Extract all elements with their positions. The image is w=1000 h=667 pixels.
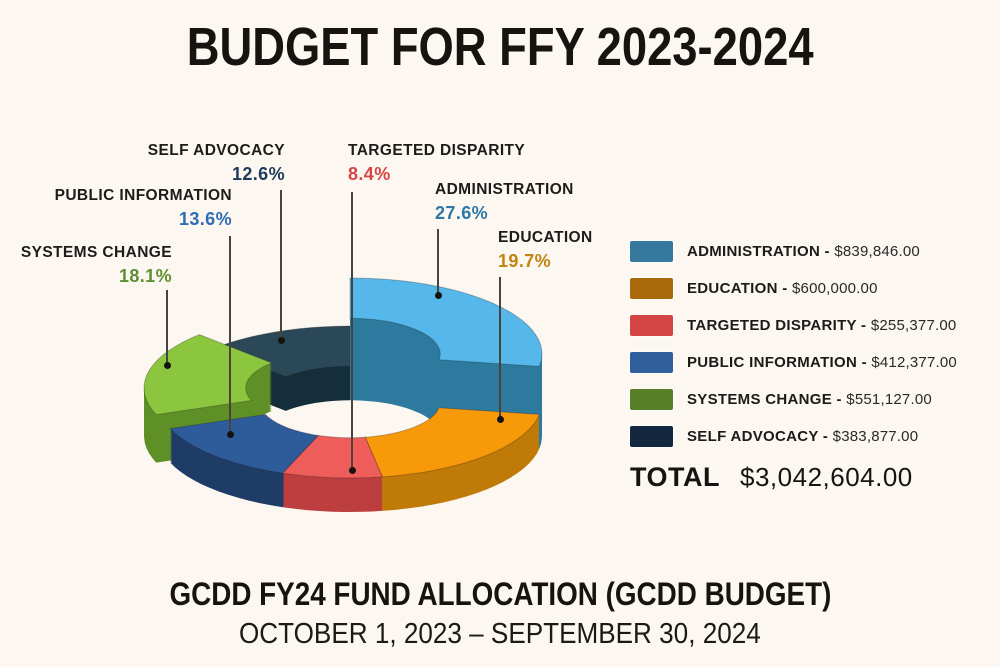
leader-line-administration [434,229,442,299]
page-title: BUDGET FOR FFY 2023-2024 [186,17,814,77]
slice-callout-name: TARGETED DISPARITY [348,142,526,159]
legend-item-amount: $255,377.00 [870,316,957,334]
legend-item-name: ADMINISTRATION [687,242,821,260]
slice-callout-education: EDUCATION 19.7% [498,229,593,272]
leader-line-systems-change [163,290,171,369]
slice-callout-percent: 18.1% [118,266,172,286]
legend-total: TOTAL $3,042,604.00 [630,462,957,493]
legend-item-self-advocacy: SELF ADVOCACY - $383,877.00 [630,425,957,447]
title-row: BUDGET FOR FFY 2023-2024 [0,16,1000,78]
legend-separator: - [818,427,833,445]
donut-slice-systems-change [143,334,274,416]
legend-item-name: PUBLIC INFORMATION [687,353,858,371]
donut-slice-public-information [169,413,320,474]
legend-separator: - [777,279,792,297]
legend-separator: - [820,242,835,260]
legend-item-name: SELF ADVOCACY [687,427,819,445]
legend-swatch-targeted-disparity [630,314,673,336]
leader-line-public-information [226,236,234,438]
legend-item-education: EDUCATION - $600,000.00 [630,277,957,299]
slice-callout-name: SYSTEMS CHANGE [20,244,172,261]
footer-subtitle: OCTOBER 1, 2023 – SEPTEMBER 30, 2024 [239,618,761,650]
donut-chart [143,277,543,512]
legend-swatch-self-advocacy [630,425,673,447]
slice-callout-name: EDUCATION [498,229,593,246]
legend-total-amount: $3,042,604.00 [740,462,913,492]
legend-item-systems-change: SYSTEMS CHANGE - $551,127.00 [630,388,957,410]
slice-callout-percent: 8.4% [348,164,391,184]
legend-item-public-information: PUBLIC INFORMATION - $412,377.00 [630,351,957,373]
legend-swatch-public-information [630,351,673,373]
legend: ADMINISTRATION - $839,846.00 EDUCATION -… [630,240,957,493]
slice-callout-systems-change: SYSTEMS CHANGE 18.1% [21,244,172,287]
leader-line-targeted-disparity [348,192,356,474]
legend-item-amount: $412,377.00 [871,353,957,371]
legend-item-amount: $600,000.00 [792,279,878,297]
legend-separator: - [856,316,871,334]
legend-item-name: TARGETED DISPARITY [687,316,857,334]
slice-callout-administration: ADMINISTRATION 27.6% [435,181,574,224]
slice-callout-self-advocacy: SELF ADVOCACY 12.6% [148,142,285,185]
legend-separator: - [832,390,847,408]
legend-item-name: SYSTEMS CHANGE [687,390,833,408]
legend-swatch-systems-change [630,388,673,410]
legend-item-amount: $839,846.00 [834,242,920,260]
slice-callout-percent: 19.7% [498,251,552,271]
footer-title: GCDD FY24 FUND ALLOCATION (GCDD BUDGET) [169,576,831,612]
legend-item-name: EDUCATION [687,279,778,297]
legend-swatch-education [630,277,673,299]
slice-callout-targeted-disparity: TARGETED DISPARITY 8.4% [348,142,525,185]
slice-callout-percent: 27.6% [435,203,489,223]
donut-slice-targeted-disparity [281,434,384,479]
slice-callout-percent: 12.6% [231,164,285,184]
leader-line-education [496,277,504,423]
legend-swatch-administration [630,240,673,262]
legend-total-label: TOTAL [630,462,720,492]
leader-line-self-advocacy [277,190,285,344]
footer: GCDD FY24 FUND ALLOCATION (GCDD BUDGET) … [0,576,1000,651]
slice-callout-public-information: PUBLIC INFORMATION 13.6% [55,187,232,230]
slice-callout-percent: 13.6% [178,209,232,229]
slice-callout-name: SELF ADVOCACY [147,142,285,159]
slice-callout-name: ADMINISTRATION [435,181,574,198]
legend-item-targeted-disparity: TARGETED DISPARITY - $255,377.00 [630,314,957,336]
legend-item-amount: $383,877.00 [832,427,919,445]
legend-item-amount: $551,127.00 [846,390,932,408]
slice-callout-name: PUBLIC INFORMATION [54,187,232,204]
legend-separator: - [857,353,872,371]
legend-item-administration: ADMINISTRATION - $839,846.00 [630,240,957,262]
donut-slice-administration [349,277,543,367]
